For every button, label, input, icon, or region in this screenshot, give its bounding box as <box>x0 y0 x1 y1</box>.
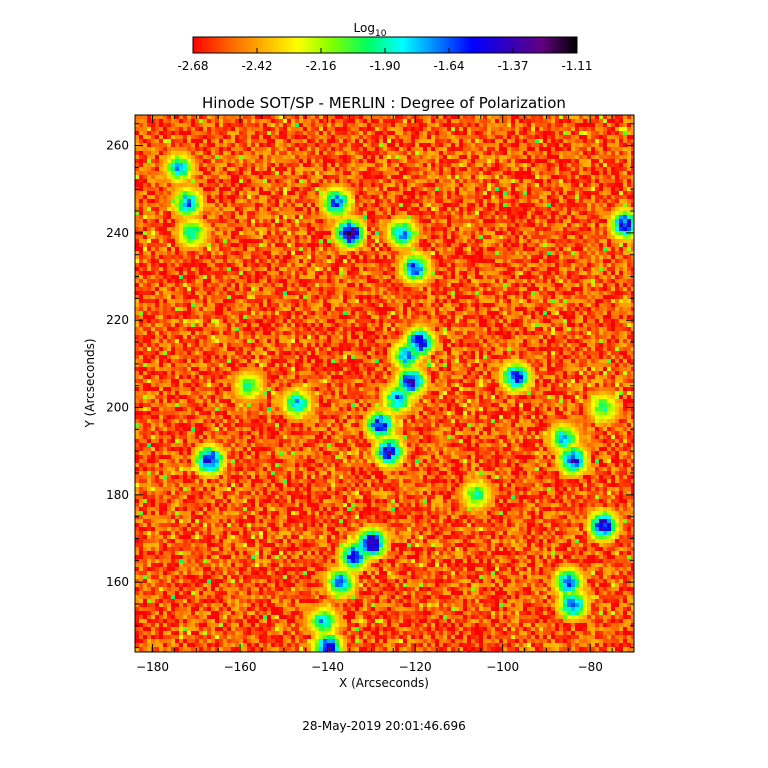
x-tick-label: −180 <box>136 660 169 674</box>
y-tick-label: 220 <box>106 313 129 327</box>
colorbar: Log10 -2.68 -2.42 -2.16 -1.90 -1.64 -1.37 -1.1… <box>177 21 592 73</box>
colorbar-tick-label: -1.90 <box>369 59 400 73</box>
x-tick-label: −160 <box>224 660 257 674</box>
y-tick-label: 180 <box>106 488 129 502</box>
x-axis-label: X (Arcseconds) <box>339 676 429 690</box>
colorbar-title: Log10 <box>354 21 387 39</box>
x-tick-label: −140 <box>311 660 344 674</box>
y-tick-label: 200 <box>106 401 129 415</box>
y-axis: 160 180 200 220 240 260 <box>106 123 634 649</box>
x-tick-label: −100 <box>486 660 519 674</box>
y-tick-label: 240 <box>106 226 129 240</box>
colorbar-tick-label: -1.11 <box>561 59 592 73</box>
colorbar-tick-label: -1.64 <box>433 59 464 73</box>
colorbar-tick-label: -2.42 <box>241 59 272 73</box>
x-tick-label: −80 <box>578 660 603 674</box>
chart-title: Hinode SOT/SP - MERLIN : Degree of Polar… <box>202 94 566 112</box>
y-tick-label: 260 <box>106 139 129 153</box>
y-axis-label: Y (Arcseconds) <box>83 338 97 428</box>
colorbar-ticks: -2.68 -2.42 -2.16 -1.90 -1.64 -1.37 -1.11 <box>177 48 593 73</box>
colorbar-tick-label: -2.16 <box>305 59 336 73</box>
plot-frame <box>134 114 635 653</box>
y-tick-label: 160 <box>106 575 129 589</box>
heatmap-image <box>135 115 634 652</box>
colorbar-tick-label: -1.37 <box>497 59 528 73</box>
colorbar-title-subscript: 10 <box>375 29 387 39</box>
x-tick-label: −120 <box>399 660 432 674</box>
colorbar-tick-label: -2.68 <box>177 59 208 73</box>
timestamp: 28-May-2019 20:01:46.696 <box>302 719 466 733</box>
x-axis: −180 −160 −140 −120 −100 −80 <box>136 115 635 674</box>
